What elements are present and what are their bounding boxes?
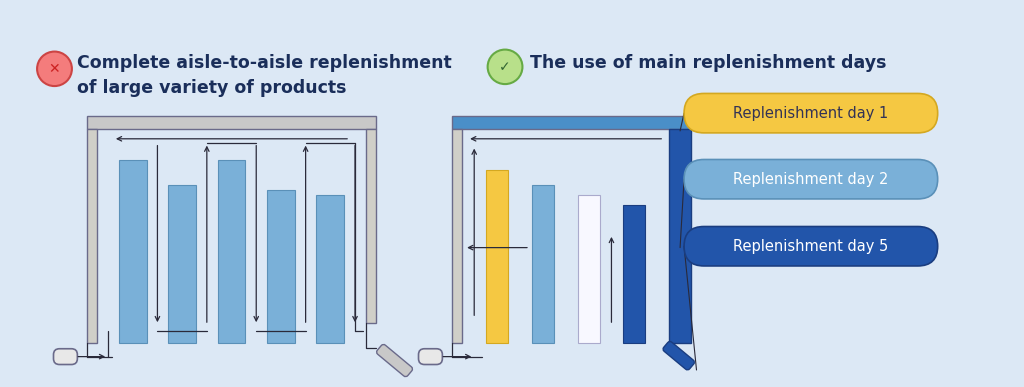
Bar (624, 205, 645, 343)
FancyBboxPatch shape (684, 159, 938, 199)
Bar (87, 116, 376, 129)
Text: ✕: ✕ (49, 62, 60, 76)
FancyBboxPatch shape (419, 349, 442, 365)
Text: ✓: ✓ (500, 60, 511, 74)
Bar (486, 170, 508, 343)
Text: Complete aisle-to-aisle replenishment
of large variety of products: Complete aisle-to-aisle replenishment of… (78, 54, 453, 97)
FancyBboxPatch shape (684, 226, 938, 266)
Bar (531, 185, 554, 343)
Circle shape (487, 50, 522, 84)
Text: Replenishment day 1: Replenishment day 1 (733, 106, 889, 121)
Bar (578, 195, 599, 343)
Bar (669, 129, 691, 343)
Bar (453, 116, 691, 129)
Bar (87, 129, 97, 343)
Circle shape (37, 51, 72, 86)
FancyBboxPatch shape (663, 341, 694, 370)
FancyBboxPatch shape (53, 349, 78, 365)
Text: Replenishment day 5: Replenishment day 5 (733, 239, 889, 254)
Bar (218, 161, 246, 343)
Text: Replenishment day 2: Replenishment day 2 (733, 172, 889, 187)
Bar (267, 190, 295, 343)
Bar (453, 129, 462, 343)
FancyBboxPatch shape (684, 93, 938, 133)
Bar (316, 195, 344, 343)
Bar (119, 161, 146, 343)
Text: The use of main replenishment days: The use of main replenishment days (529, 54, 887, 72)
Bar (168, 185, 196, 343)
FancyBboxPatch shape (377, 344, 413, 377)
Bar (366, 129, 376, 323)
